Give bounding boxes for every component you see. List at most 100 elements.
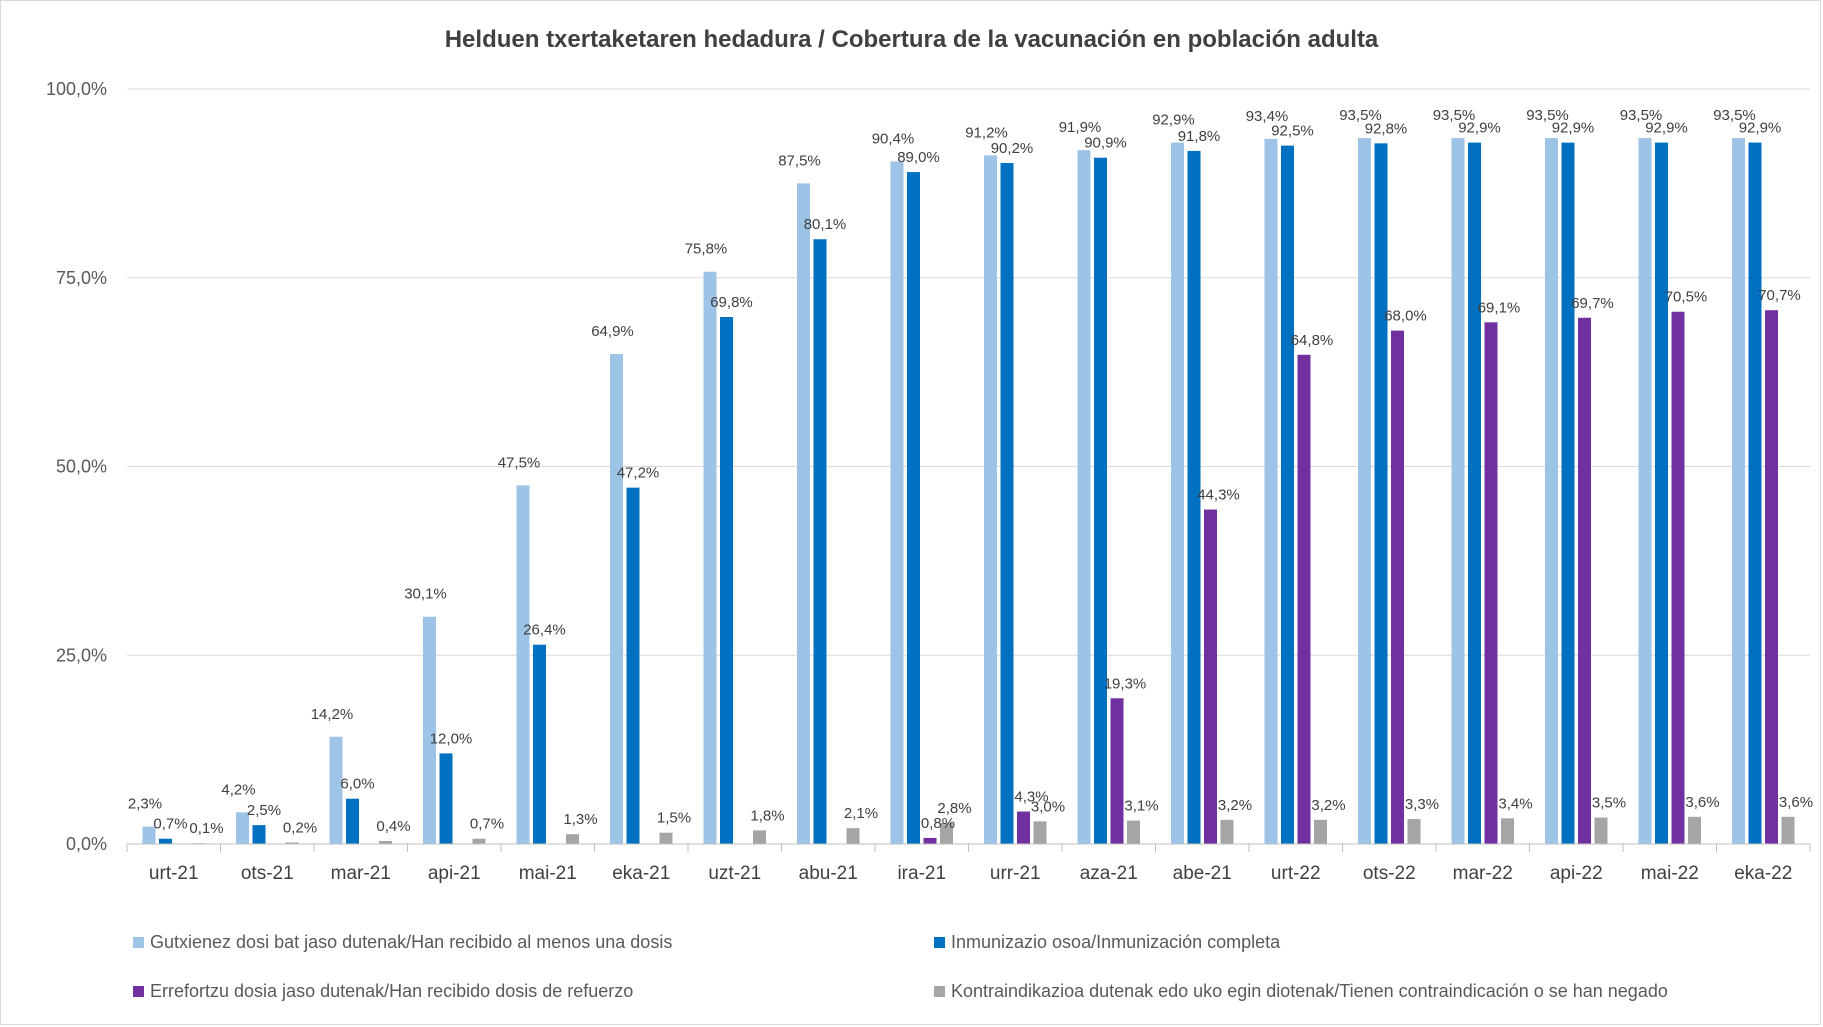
bar	[1000, 162, 1014, 845]
data-label: 64,9%	[591, 323, 634, 340]
bar	[1468, 142, 1481, 845]
bar	[890, 161, 904, 845]
bar	[1094, 157, 1107, 844]
x-tick-label: abu-21	[799, 863, 858, 884]
bar	[1578, 317, 1591, 844]
bar	[285, 842, 299, 844]
x-tick-label: mar-21	[331, 863, 391, 884]
bar	[846, 828, 860, 844]
data-label: 87,5%	[778, 152, 821, 169]
data-label: 90,9%	[1084, 135, 1127, 152]
data-label: 3,5%	[1592, 795, 1626, 812]
data-label: 44,3%	[1197, 487, 1240, 504]
y-tick-label: 100,0%	[46, 79, 107, 99]
data-label: 91,2%	[965, 124, 1008, 141]
legend-item: Errefortzu dosia jaso dutenak/Han recibi…	[133, 981, 633, 1002]
x-tick-label: uzt-21	[708, 863, 761, 884]
bar	[1561, 142, 1575, 845]
bar	[1110, 698, 1124, 844]
data-label: 93,5%	[1339, 107, 1382, 124]
legend-item: Kontraindikazioa dutenak edo uko egin di…	[934, 981, 1668, 1002]
data-label: 12,0%	[430, 730, 473, 747]
legend-swatch	[133, 986, 144, 997]
legend-item: Gutxienez dosi bat jaso dutenak/Han reci…	[133, 932, 672, 953]
data-label: 91,9%	[1059, 119, 1102, 136]
data-label: 0,1%	[189, 820, 223, 837]
bar	[1374, 143, 1388, 845]
bar	[346, 798, 359, 844]
data-label: 3,1%	[1124, 798, 1158, 815]
bar	[329, 736, 343, 844]
data-label: 0,7%	[153, 816, 187, 833]
data-label: 19,3%	[1104, 675, 1147, 692]
data-label: 4,2%	[221, 781, 255, 798]
bar	[813, 239, 827, 844]
data-label: 3,3%	[1405, 796, 1439, 813]
x-tick-label: aza-21	[1080, 863, 1138, 884]
data-label: 3,6%	[1779, 794, 1813, 811]
axes: 0,0% 25,0% 50,0% 75,0% 100,0% urt-21 ots-21 mar…	[46, 79, 1811, 884]
data-label: 3,2%	[1311, 797, 1345, 814]
bar	[379, 840, 392, 844]
bar	[984, 155, 997, 844]
bar	[1638, 138, 1652, 844]
bar	[1748, 142, 1762, 845]
bar	[1765, 310, 1778, 845]
bar	[1077, 150, 1091, 844]
bar	[1171, 142, 1184, 845]
bar	[1391, 330, 1404, 845]
bar	[1451, 138, 1465, 844]
data-label: 93,5%	[1526, 107, 1569, 124]
bar	[472, 838, 486, 844]
bar	[1407, 819, 1421, 844]
bar	[1297, 354, 1311, 844]
x-tick-label: ots-22	[1363, 863, 1416, 884]
y-tick-label: 25,0%	[56, 645, 107, 665]
data-label: 1,8%	[750, 807, 784, 824]
data-label: 26,4%	[523, 622, 566, 639]
data-label: 70,7%	[1758, 287, 1801, 304]
data-label: 3,0%	[1031, 798, 1065, 815]
bar	[1264, 138, 1278, 844]
bar	[252, 825, 266, 844]
bar	[1220, 819, 1234, 844]
x-tick-label: abe-21	[1173, 863, 1232, 884]
data-label: 92,9%	[1739, 120, 1782, 137]
legend-label: Inmunizazio osoa/Inmunización completa	[951, 932, 1281, 952]
bar	[1281, 145, 1294, 844]
bar	[720, 317, 733, 844]
bar	[923, 837, 937, 844]
bar	[1655, 142, 1668, 845]
bar	[1545, 138, 1558, 844]
data-label: 93,5%	[1620, 107, 1663, 124]
data-label: 0,8%	[921, 815, 955, 832]
x-tick-label: mai-21	[519, 863, 577, 884]
data-label: 2,3%	[128, 796, 162, 813]
x-tick-label: ira-21	[897, 863, 946, 884]
data-label: 92,9%	[1645, 120, 1688, 137]
data-label: 91,8%	[1178, 128, 1221, 145]
bar	[236, 812, 249, 844]
x-tick-label: urr-21	[990, 863, 1041, 884]
y-tick-label: 50,0%	[56, 457, 107, 477]
data-label: 47,2%	[617, 465, 660, 482]
data-label: 92,5%	[1271, 123, 1314, 140]
data-label: 90,2%	[991, 140, 1034, 157]
legend-label: Errefortzu dosia jaso dutenak/Han recibi…	[150, 981, 634, 1001]
data-label: 4,3%	[1014, 789, 1048, 806]
x-tick-label: api-21	[428, 863, 481, 884]
x-tick-label: urt-22	[1271, 863, 1321, 884]
x-tick-label: ots-21	[241, 863, 294, 884]
data-label: 14,2%	[311, 706, 354, 723]
gridlines	[127, 88, 1810, 656]
data-label: 1,5%	[657, 810, 691, 827]
data-label: 69,8%	[710, 294, 753, 311]
data-label: 0,4%	[376, 818, 410, 835]
data-label: 93,4%	[1246, 108, 1289, 125]
data-label: 2,1%	[844, 805, 878, 822]
data-label: 93,5%	[1433, 107, 1476, 124]
data-labels: 2,3%0,7% 0,1%4,2%2,5%0,2%14,2%6,0%0,4%30,…	[128, 107, 1813, 837]
legend-swatch	[934, 937, 945, 948]
bar	[1017, 811, 1030, 844]
